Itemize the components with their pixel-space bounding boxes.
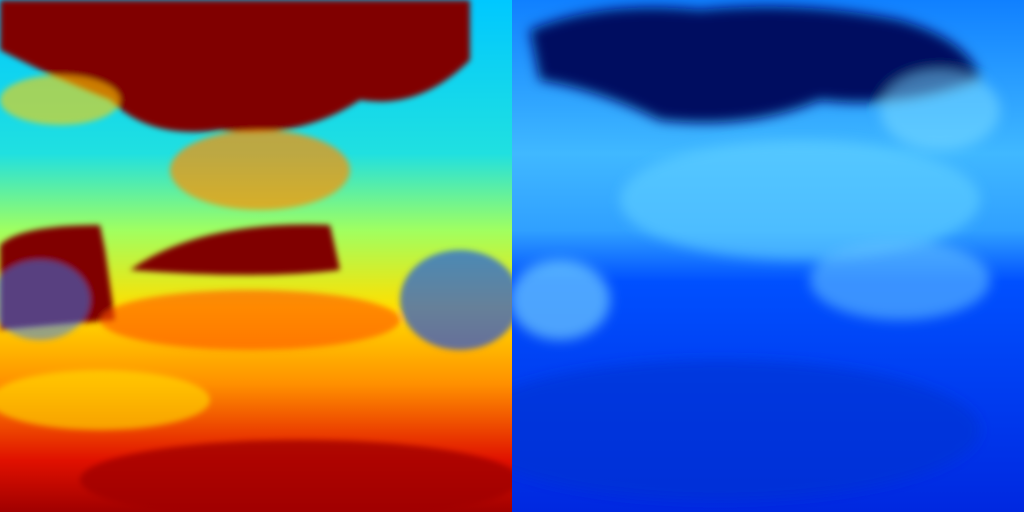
- right-heatmap: [512, 0, 1024, 512]
- left-heatmap: [0, 0, 512, 512]
